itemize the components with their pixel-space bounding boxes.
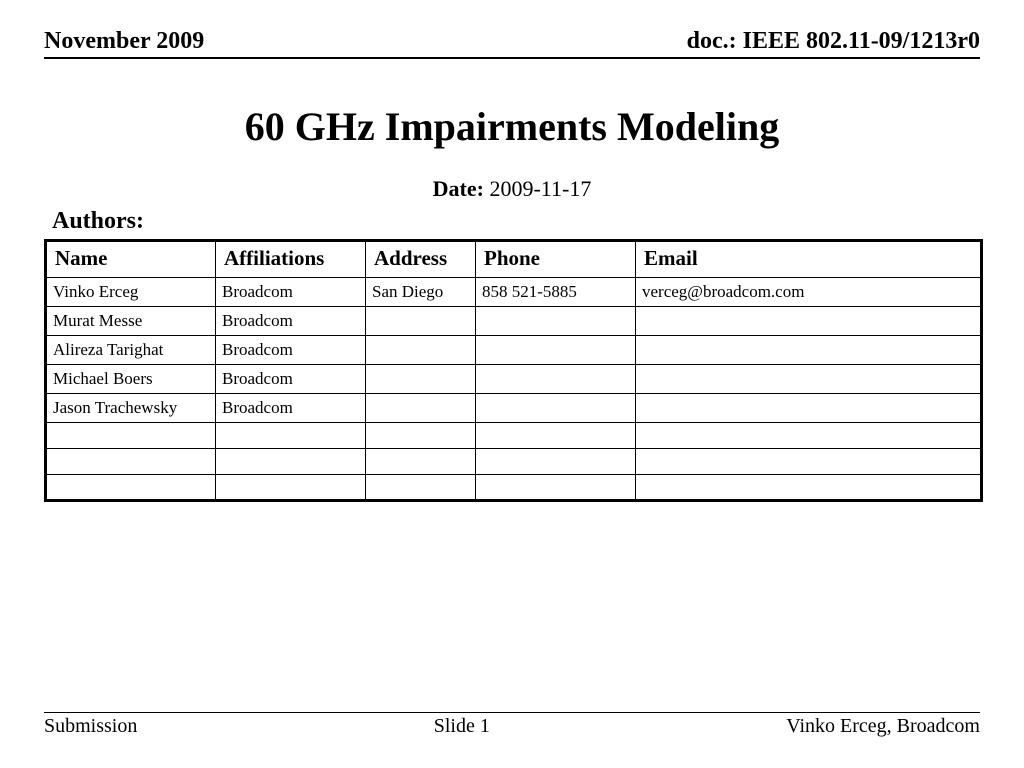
table-cell <box>636 394 982 423</box>
table-col-email: Email <box>636 241 982 278</box>
table-cell <box>476 307 636 336</box>
table-cell <box>216 423 366 449</box>
table-cell: Alireza Tarighat <box>46 336 216 365</box>
table-cell: Broadcom <box>216 365 366 394</box>
table-cell <box>46 475 216 501</box>
table-cell <box>636 449 982 475</box>
table-cell <box>476 394 636 423</box>
date-value: 2009-11-17 <box>489 176 591 201</box>
footer-left: Submission <box>44 715 137 738</box>
table-cell <box>366 307 476 336</box>
footer-right: Vinko Erceg, Broadcom <box>786 715 980 738</box>
table-cell <box>46 449 216 475</box>
table-row: Michael BoersBroadcom <box>46 365 982 394</box>
slide-header: November 2009 doc.: IEEE 802.11-09/1213r… <box>44 28 980 59</box>
authors-table: NameAffiliationsAddressPhoneEmail Vinko … <box>44 239 983 502</box>
table-cell: Vinko Erceg <box>46 278 216 307</box>
table-cell <box>476 449 636 475</box>
authors-table-head: NameAffiliationsAddressPhoneEmail <box>46 241 982 278</box>
table-cell: Broadcom <box>216 278 366 307</box>
table-row <box>46 475 982 501</box>
table-cell: verceg@broadcom.com <box>636 278 982 307</box>
table-cell: Murat Messe <box>46 307 216 336</box>
table-cell <box>636 423 982 449</box>
header-date: November 2009 <box>44 28 204 55</box>
table-cell: San Diego <box>366 278 476 307</box>
table-cell <box>636 365 982 394</box>
authors-label: Authors: <box>52 208 980 235</box>
table-cell: Michael Boers <box>46 365 216 394</box>
table-cell <box>476 365 636 394</box>
table-cell <box>216 449 366 475</box>
page-title: 60 GHz Impairments Modeling <box>44 103 980 150</box>
slide-page: November 2009 doc.: IEEE 802.11-09/1213r… <box>0 0 1024 768</box>
table-cell <box>366 336 476 365</box>
table-cell <box>636 336 982 365</box>
table-col-affiliations: Affiliations <box>216 241 366 278</box>
table-cell <box>46 423 216 449</box>
table-cell <box>476 336 636 365</box>
table-cell: Broadcom <box>216 307 366 336</box>
header-doc-id: doc.: IEEE 802.11-09/1213r0 <box>687 28 980 55</box>
table-cell <box>366 365 476 394</box>
authors-table-body: Vinko ErcegBroadcomSan Diego858 521-5885… <box>46 278 982 501</box>
table-cell: Jason Trachewsky <box>46 394 216 423</box>
table-cell <box>476 423 636 449</box>
table-cell <box>366 394 476 423</box>
table-row: Murat MesseBroadcom <box>46 307 982 336</box>
table-cell: Broadcom <box>216 336 366 365</box>
table-cell <box>636 307 982 336</box>
table-col-phone: Phone <box>476 241 636 278</box>
date-line: Date: 2009-11-17 <box>44 176 980 202</box>
table-header-row: NameAffiliationsAddressPhoneEmail <box>46 241 982 278</box>
table-cell <box>366 423 476 449</box>
table-row <box>46 423 982 449</box>
table-row: Jason TrachewskyBroadcom <box>46 394 982 423</box>
table-col-address: Address <box>366 241 476 278</box>
table-cell <box>636 475 982 501</box>
slide-footer: Submission Slide 1 Vinko Erceg, Broadcom <box>44 712 980 738</box>
table-col-name: Name <box>46 241 216 278</box>
table-row: Vinko ErcegBroadcomSan Diego858 521-5885… <box>46 278 982 307</box>
date-label: Date: <box>433 176 484 201</box>
table-row <box>46 449 982 475</box>
table-cell: 858 521-5885 <box>476 278 636 307</box>
table-cell: Broadcom <box>216 394 366 423</box>
table-cell <box>216 475 366 501</box>
table-cell <box>366 475 476 501</box>
table-cell <box>366 449 476 475</box>
footer-center: Slide 1 <box>434 715 490 738</box>
table-row: Alireza TarighatBroadcom <box>46 336 982 365</box>
table-cell <box>476 475 636 501</box>
